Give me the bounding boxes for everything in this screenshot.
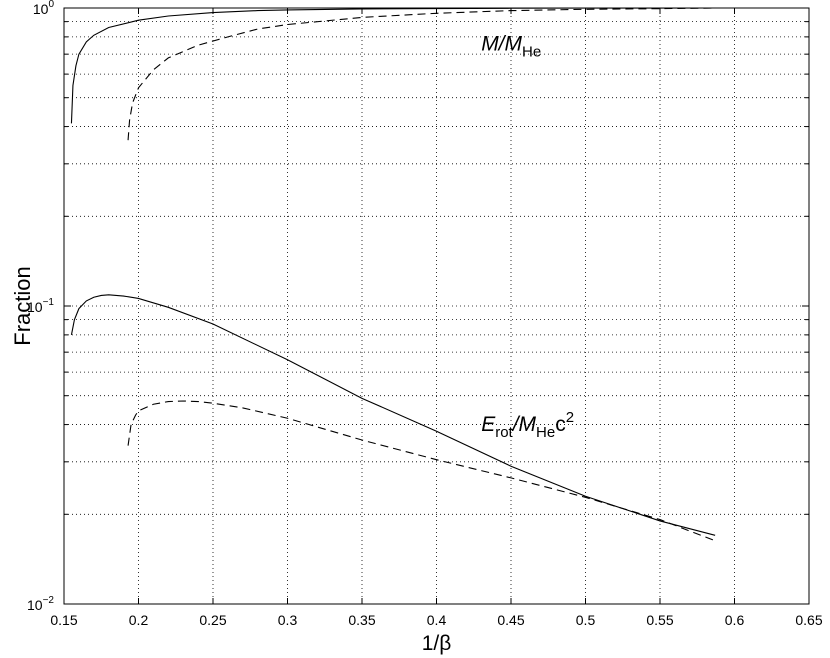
y-tick-label: 10−2 xyxy=(27,595,54,613)
x-tick-labels: 0.15 0.2 0.25 0.3 0.35 0.4 0.45 0.5 0.55 0.6 0.65 xyxy=(50,612,822,628)
series-line-2 xyxy=(127,7,716,141)
x-tick-label: 0.35 xyxy=(348,612,375,628)
y-tick-label: 10−1 xyxy=(27,297,54,315)
x-axis-label: 1/β xyxy=(422,632,452,655)
x-tick-label: 0.4 xyxy=(427,612,447,628)
x-tick-label: 0.6 xyxy=(725,612,745,628)
grid xyxy=(64,8,809,604)
annotations: M/MHe Erot/MHec2 xyxy=(481,33,574,442)
x-tick-label: 0.45 xyxy=(497,612,524,628)
annotation-2: Erot/MHec2 xyxy=(481,409,574,441)
series-line-3 xyxy=(70,294,716,536)
annotation-1: M/MHe xyxy=(481,33,541,61)
x-tick-label: 0.3 xyxy=(278,612,298,628)
x-tick-label: 0.2 xyxy=(129,612,149,628)
y-tick-labels: 10−2 10−1 100 xyxy=(27,0,54,613)
x-tick-label: 0.15 xyxy=(50,612,77,628)
series-line-4 xyxy=(127,400,716,542)
x-tick-label: 0.55 xyxy=(646,612,673,628)
x-tick-label: 0.5 xyxy=(576,612,596,628)
ticks xyxy=(63,7,810,605)
y-axis-label: Fraction xyxy=(10,266,35,345)
x-tick-label: 0.25 xyxy=(199,612,226,628)
y-tick-label: 100 xyxy=(33,0,55,17)
x-tick-label: 0.65 xyxy=(795,612,822,628)
